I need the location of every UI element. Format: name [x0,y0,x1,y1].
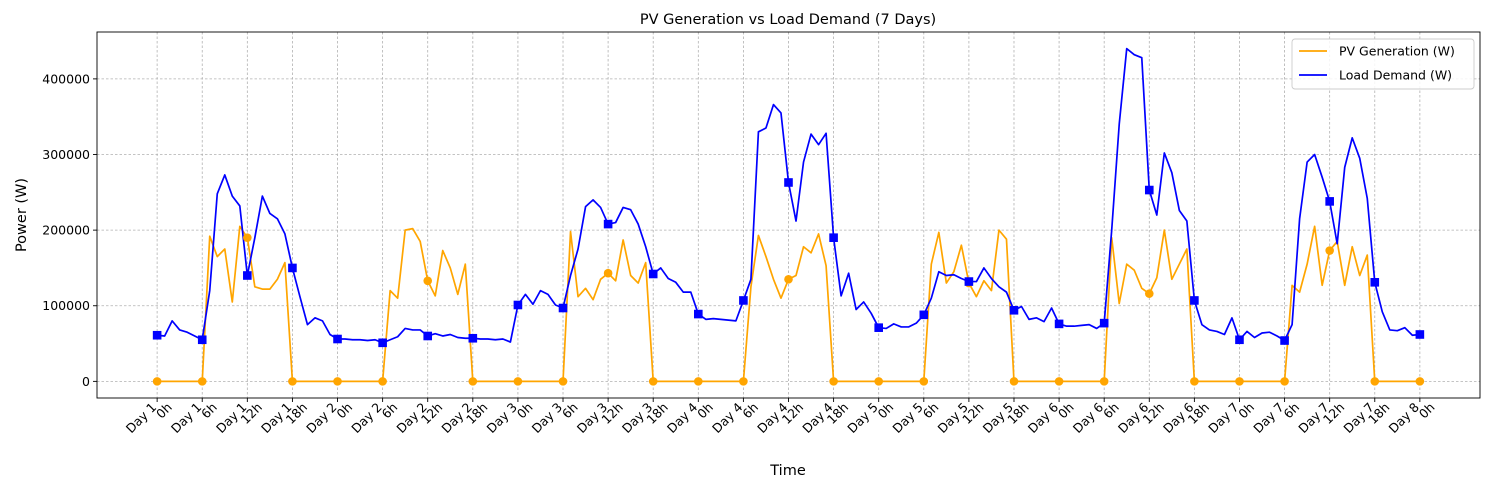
load-marker [1415,330,1425,339]
load-marker [829,233,838,242]
load-marker [1280,336,1289,345]
load-marker [468,333,478,343]
plot-frame [96,31,1481,399]
pv-marker [829,377,838,386]
y-tick-label: 200000 [42,223,90,238]
load-marker [1235,335,1244,345]
pv-marker [874,377,883,386]
pv-marker [603,268,613,278]
pv-marker [1099,377,1109,386]
pv-marker [739,377,748,386]
pv-marker [919,377,929,386]
pv-marker [1325,246,1334,255]
load-marker [1009,305,1019,315]
chart-title: PV Generation vs Load Demand (7 Days) [640,12,936,28]
load-marker [423,331,433,341]
pv-marker [1144,289,1154,298]
y-tick-label: 300000 [42,147,90,162]
pv-marker [1054,377,1064,386]
x-axis-label: Time [769,463,806,479]
pv-marker [378,377,387,386]
pv-marker [694,377,703,386]
load-marker [197,335,207,345]
pv-marker [288,377,297,386]
y-tick-label: 400000 [42,71,90,86]
legend-box [1291,38,1475,90]
pv-marker [1280,377,1289,386]
pv-marker [513,377,523,386]
load-marker [378,338,387,348]
pv-marker [243,233,252,242]
pv-marker [1009,377,1019,386]
load-marker [288,263,297,273]
load-marker [919,310,929,320]
pv-marker [197,377,207,386]
load-marker [558,303,568,313]
y-axis-label: Power (W) [14,178,30,252]
pv-marker [648,377,658,386]
load-marker [333,334,342,344]
legend: PV Generation (W) Load Demand (W) [1291,38,1475,90]
y-axis: 0 100000 200000 300000 400000 [42,71,97,389]
pv-marker [468,377,478,386]
load-marker [1190,296,1199,305]
load-marker [243,271,252,280]
y-tick-label: 100000 [42,298,90,313]
load-marker [739,296,748,305]
load-marker [1144,185,1154,195]
pv-marker [333,377,342,386]
load-marker [784,178,793,187]
pv-marker [152,377,162,386]
load-marker [874,323,883,332]
load-marker [513,300,523,310]
y-tick-label: 0 [82,374,90,389]
pv-marker [784,274,793,284]
load-marker [648,269,658,279]
legend-pv-label: PV Generation (W) [1339,44,1455,59]
grid [97,32,1480,398]
pv-marker [1370,377,1380,386]
load-marker [964,277,974,286]
load-marker [152,330,162,340]
pv-marker [1235,377,1244,386]
load-marker [1099,318,1109,328]
pv-marker [1190,377,1199,386]
load-marker [603,219,613,229]
legend-load-label: Load Demand (W) [1339,68,1452,83]
load-marker [1370,278,1380,287]
pv-marker [423,276,433,286]
load-marker [694,309,703,319]
load-marker [1325,197,1334,206]
plot-series [152,47,1425,386]
pv-marker [1415,377,1425,386]
pv-marker [558,377,568,386]
load-marker [1054,319,1064,329]
